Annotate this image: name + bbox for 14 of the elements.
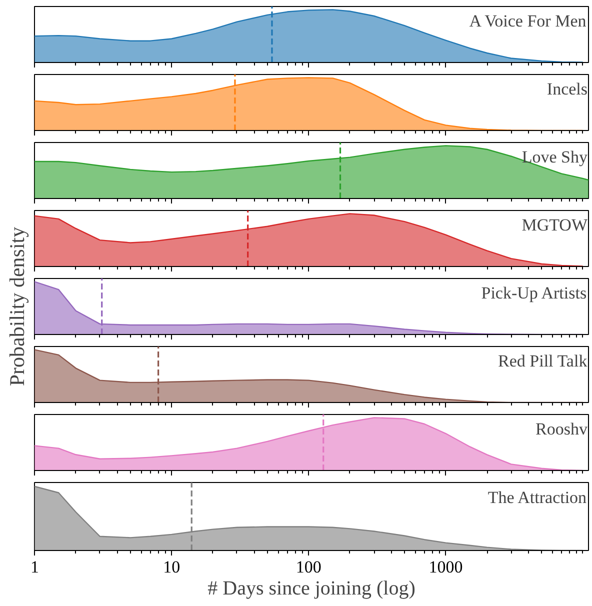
chart-title: A Voice For Men (469, 12, 587, 31)
chart-title: The Attraction (488, 488, 588, 508)
chart-title: MGTOW (522, 216, 588, 235)
chart-title: Love Shy (522, 148, 588, 167)
chart-title: Rooshv (536, 420, 588, 439)
y-axis-title: Probability density (5, 226, 29, 386)
chart-title: Red Pill Talk (498, 352, 588, 371)
chart-title: Incels (546, 80, 588, 99)
chart-title: Pick-Up Artists (481, 284, 587, 303)
x-tick-label: 1000 (428, 558, 463, 576)
x-tick-label: 100 (296, 558, 322, 576)
x-axis-title: # Days since joining (log) (208, 578, 416, 600)
x-tick-label: 1 (30, 558, 39, 576)
x-tick-label: 10 (163, 558, 180, 576)
